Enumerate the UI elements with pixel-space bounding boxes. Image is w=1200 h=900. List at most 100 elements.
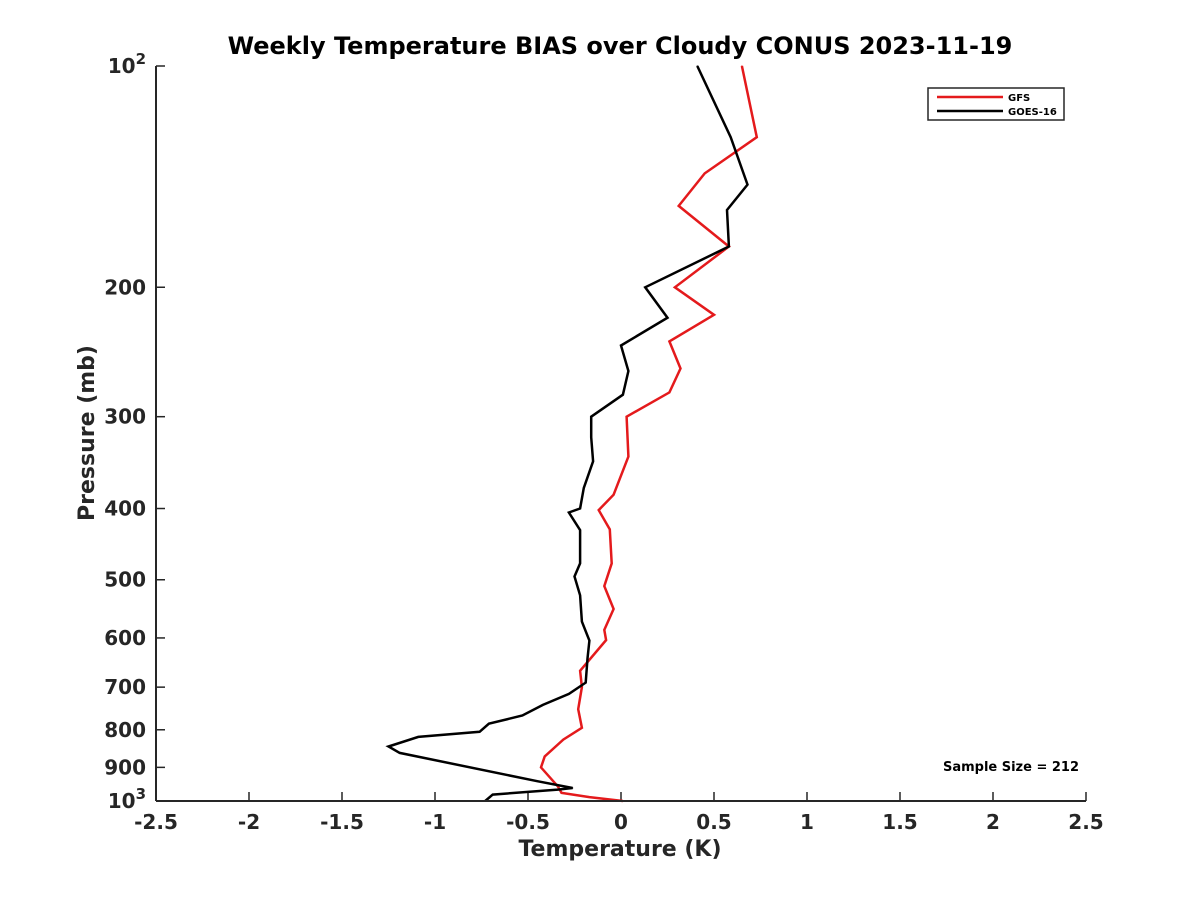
y-tick-label: 200 — [104, 275, 146, 299]
data-point-gfs — [577, 708, 579, 710]
data-point-gfs — [605, 639, 607, 641]
data-point-goes16 — [568, 511, 570, 514]
data-point-goes16 — [492, 793, 494, 796]
x-tick-label: 0 — [614, 810, 628, 834]
y-tick-label: 900 — [104, 755, 146, 779]
y-tick-label: 103 — [108, 785, 146, 813]
y-tick-label-exponent: 3 — [136, 785, 146, 803]
data-point-gfs — [625, 416, 628, 418]
data-point-goes16 — [583, 487, 585, 489]
y-tick-label-base: 10 — [108, 54, 136, 78]
x-tick-label: -0.5 — [506, 810, 550, 834]
x-axis-label: Temperature (K) — [518, 837, 721, 862]
y-tick-label: 102 — [108, 50, 146, 78]
series-layer — [385, 65, 759, 803]
data-point-gfs — [668, 340, 670, 343]
legend-label-goes16: GOES-16 — [1008, 107, 1057, 118]
x-tick-label: 2 — [986, 810, 1000, 834]
y-axis-label: Pressure (mb) — [75, 345, 100, 521]
chart-title: Weekly Temperature BIAS over Cloudy CONU… — [228, 32, 1013, 60]
data-point-goes16 — [581, 620, 583, 623]
data-point-gfs — [741, 65, 743, 67]
legend-box — [927, 87, 1065, 121]
data-point-goes16 — [479, 731, 481, 733]
data-point-gfs — [581, 727, 583, 729]
data-point-gfs — [704, 172, 706, 175]
data-point-goes16 — [579, 507, 581, 510]
data-point-gfs — [598, 509, 600, 511]
y-tick-label: 400 — [104, 497, 146, 521]
y-tick-label: 700 — [104, 675, 146, 699]
data-point-goes16 — [696, 65, 698, 67]
x-tick-label: 1 — [800, 810, 814, 834]
x-tick-label: 2.5 — [1068, 810, 1103, 834]
y-tick-label-exponent: 2 — [136, 50, 146, 68]
legend: GFS GOES-16 — [927, 87, 1065, 121]
data-point-goes16 — [536, 780, 538, 782]
data-point-gfs — [609, 528, 611, 530]
x-axis: -2.5 -2 -1.5 -1 -0.5 0 0.5 1 1.5 2 2.5 — [134, 792, 1104, 834]
data-point-goes16 — [557, 789, 559, 791]
legend-label-gfs: GFS — [1008, 93, 1030, 104]
data-point-goes16 — [666, 317, 669, 319]
x-tick-label: -1 — [424, 810, 446, 834]
series-line-goes16 — [385, 65, 749, 802]
x-tick-label: 1.5 — [882, 810, 917, 834]
x-tick-label: -2.5 — [134, 810, 178, 834]
data-point-goes16 — [521, 714, 524, 717]
data-point-goes16 — [417, 736, 419, 738]
data-point-goes16 — [573, 575, 576, 578]
data-point-gfs — [612, 494, 615, 496]
data-point-gfs — [544, 755, 546, 758]
data-point-goes16 — [542, 704, 544, 706]
data-point-goes16 — [728, 245, 730, 248]
data-point-gfs — [627, 456, 630, 458]
data-point-goes16 — [579, 529, 581, 531]
data-point-goes16 — [579, 594, 581, 596]
data-point-gfs — [560, 792, 563, 794]
y-tick-label: 600 — [104, 626, 146, 650]
y-tick-label: 300 — [104, 405, 146, 429]
y-tick-label: 500 — [104, 568, 146, 592]
data-point-goes16 — [622, 394, 624, 396]
data-point-gfs — [611, 562, 613, 564]
data-point-gfs — [588, 796, 590, 798]
data-point-goes16 — [586, 657, 589, 660]
x-tick-label: 0.5 — [696, 810, 731, 834]
x-tick-label: -2 — [238, 810, 260, 834]
data-point-goes16 — [399, 752, 401, 754]
data-point-goes16 — [592, 460, 594, 462]
y-tick-label: 800 — [104, 718, 146, 742]
data-point-gfs — [562, 738, 564, 741]
data-point-goes16 — [730, 136, 732, 138]
data-point-goes16 — [590, 436, 592, 438]
data-point-goes16 — [488, 723, 490, 725]
sample-size-annotation: Sample Size = 212 — [943, 760, 1079, 775]
data-point-goes16 — [627, 370, 630, 372]
data-point-gfs — [679, 367, 682, 370]
data-point-gfs — [603, 585, 605, 587]
y-tick-label-base: 10 — [108, 789, 136, 813]
data-point-gfs — [612, 608, 615, 610]
data-point-gfs — [540, 766, 542, 768]
data-point-goes16 — [590, 416, 592, 418]
data-point-gfs — [713, 314, 715, 316]
data-point-goes16 — [579, 562, 581, 564]
data-point-goes16 — [726, 209, 728, 211]
data-point-gfs — [756, 136, 758, 138]
data-point-goes16 — [572, 787, 574, 789]
data-point-goes16 — [585, 681, 587, 684]
x-tick-label: -1.5 — [320, 810, 364, 834]
data-point-goes16 — [746, 184, 749, 186]
data-point-gfs — [581, 686, 583, 688]
data-point-goes16 — [588, 639, 590, 642]
data-point-goes16 — [644, 286, 646, 288]
data-point-gfs — [579, 670, 581, 672]
data-point-goes16 — [387, 745, 390, 748]
data-point-goes16 — [568, 693, 570, 695]
data-point-goes16 — [620, 344, 622, 347]
data-point-gfs — [603, 629, 605, 631]
data-point-gfs — [668, 391, 670, 393]
